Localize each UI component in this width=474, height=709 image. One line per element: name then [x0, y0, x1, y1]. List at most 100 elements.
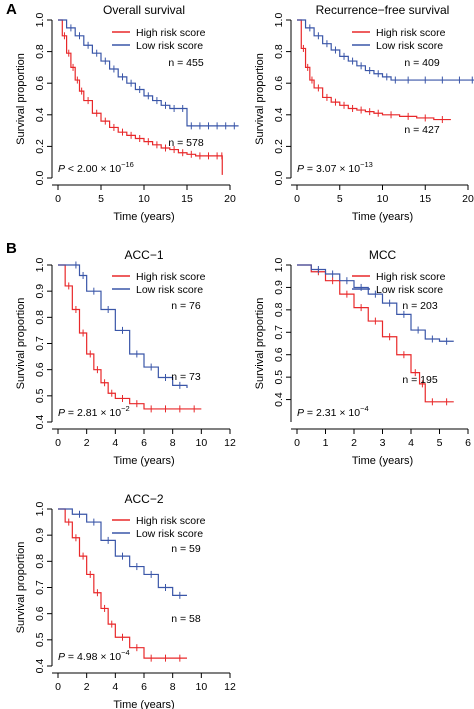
y-axis-label: Survival proportion — [254, 53, 266, 145]
legend-label: High risk score — [136, 27, 206, 39]
x-tick-label: 0 — [55, 437, 61, 449]
y-tick-label: 0.4 — [273, 107, 285, 122]
p-symbol: P — [58, 651, 65, 663]
n-annotation: n = 76 — [171, 300, 201, 312]
y-tick-label: 0.5 — [273, 370, 285, 385]
survival-curve-low-risk — [58, 19, 239, 127]
x-axis-label: Time (years) — [113, 699, 174, 709]
x-tick-label: 2 — [351, 437, 357, 449]
p-symbol: P — [58, 407, 65, 419]
chart-4: MCC 0 1 2 3 4 5 6 0.4 0.5 0.6 0.7 0.8 0.9 1.0 Time (yea… — [254, 248, 471, 467]
legend-label: Low risk score — [376, 284, 443, 296]
x-axis-label: Time (years) — [113, 211, 174, 223]
n-annotation: n = 455 — [168, 57, 203, 69]
y-tick-label: 0.8 — [34, 554, 46, 569]
y-axis-label: Survival proportion — [254, 298, 266, 390]
y-tick-label: 0.4 — [34, 415, 46, 430]
p-mantissa: = 2.31 × 10 — [304, 407, 360, 419]
y-tick-label: 0.4 — [34, 659, 46, 674]
x-tick-label: 5 — [98, 193, 104, 205]
x-tick-label: 3 — [380, 437, 386, 449]
x-axis-label: Time (years) — [352, 455, 413, 467]
y-tick-label: 0.0 — [34, 171, 46, 186]
chart-title: Overall survival — [103, 3, 185, 17]
x-tick-label: 0 — [294, 193, 300, 205]
n-annotation: n = 427 — [404, 124, 439, 136]
chart-title: MCC — [369, 248, 397, 262]
x-tick-label: 2 — [84, 437, 90, 449]
x-tick-label: 4 — [112, 437, 118, 449]
x-tick-label: 15 — [419, 193, 431, 205]
p-value: P < 2.00 × 10−16 — [58, 160, 134, 175]
p-value: P = 3.07 × 10−13 — [297, 160, 373, 175]
survival-curve-low-risk — [297, 19, 474, 81]
x-tick-label: 8 — [170, 437, 176, 449]
p-mantissa: = 3.07 × 10 — [304, 163, 360, 175]
survival-curve-high-risk — [297, 19, 451, 121]
p-exponent: −16 — [121, 160, 134, 169]
y-tick-label: 0.2 — [273, 139, 285, 154]
p-symbol: P — [297, 163, 304, 175]
p-exponent: −2 — [121, 404, 130, 413]
x-tick-label: 6 — [141, 681, 147, 693]
p-symbol: P — [297, 407, 304, 419]
legend-label: High risk score — [136, 515, 206, 527]
y-tick-label: 0.9 — [273, 280, 285, 295]
y-tick-label: 0.6 — [273, 76, 285, 91]
y-tick-label: 0.4 — [34, 107, 46, 122]
y-tick-label: 1.0 — [273, 258, 285, 273]
p-mantissa: = 4.98 × 10 — [65, 651, 121, 663]
p-exponent: −4 — [360, 404, 369, 413]
y-tick-label: 0.7 — [34, 580, 46, 595]
survival-curve-high-risk — [58, 264, 202, 410]
y-tick-label: 0.8 — [273, 302, 285, 317]
x-tick-label: 0 — [55, 681, 61, 693]
x-tick-label: 5 — [337, 193, 343, 205]
y-tick-label: 0.2 — [34, 139, 46, 154]
n-annotation: n = 195 — [402, 374, 437, 386]
y-tick-label: 0.7 — [34, 336, 46, 351]
p-exponent: −4 — [121, 648, 130, 657]
chart-5: ACC−2 0 2 4 6 8 10 12 0.4 0.5 0.6 0.7 0.8 0.9 1.0 Time … — [15, 492, 236, 709]
panel-label-b: B — [6, 240, 17, 257]
p-value: P = 2.31 × 10−4 — [297, 404, 369, 419]
x-tick-label: 10 — [195, 681, 207, 693]
y-tick-label: 0.0 — [273, 171, 285, 186]
chart-title: ACC−1 — [124, 248, 163, 262]
y-tick-label: 0.7 — [273, 325, 285, 340]
y-tick-label: 1.0 — [34, 13, 46, 28]
chart-title: ACC−2 — [124, 492, 163, 506]
x-tick-label: 6 — [465, 437, 471, 449]
p-value: P = 2.81 × 10−2 — [58, 404, 130, 419]
legend-label: Low risk score — [136, 40, 203, 52]
x-tick-label: 10 — [138, 193, 150, 205]
x-tick-label: 2 — [84, 681, 90, 693]
n-annotation: n = 73 — [171, 371, 201, 383]
x-tick-label: 4 — [112, 681, 118, 693]
panel-label-a: A — [6, 1, 17, 18]
y-tick-label: 0.4 — [273, 392, 285, 407]
y-tick-label: 0.9 — [34, 284, 46, 299]
legend-label: High risk score — [136, 271, 206, 283]
x-tick-label: 12 — [224, 681, 236, 693]
y-tick-label: 0.6 — [34, 362, 46, 377]
x-tick-label: 5 — [437, 437, 443, 449]
y-tick-label: 0.5 — [34, 388, 46, 403]
x-tick-label: 8 — [170, 681, 176, 693]
survival-curve-high-risk — [58, 508, 187, 659]
n-annotation: n = 59 — [171, 543, 201, 555]
y-axis-label: Survival proportion — [15, 542, 27, 634]
legend-label: High risk score — [376, 27, 446, 39]
legend-label: Low risk score — [376, 40, 443, 52]
x-axis-label: Time (years) — [113, 455, 174, 467]
survival-curve-high-risk — [58, 19, 223, 175]
n-annotation: n = 409 — [404, 57, 439, 69]
y-tick-label: 0.5 — [34, 632, 46, 647]
n-annotation: n = 203 — [402, 300, 437, 312]
chart-title: Recurrence−free survival — [316, 3, 450, 17]
x-axis-label: Time (years) — [352, 211, 413, 223]
y-tick-label: 1.0 — [34, 502, 46, 517]
y-tick-label: 1.0 — [34, 258, 46, 273]
chart-2: Recurrence−free survival 0 5 10 15 20 0.0 0.2 0.… — [254, 3, 474, 223]
